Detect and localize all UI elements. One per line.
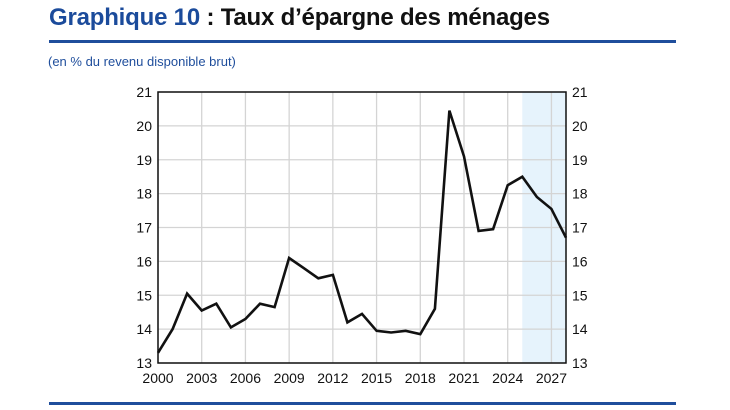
x-tick-label: 2003 [186, 370, 217, 386]
footer-divider [49, 402, 676, 405]
x-tick-label: 2009 [274, 370, 305, 386]
chart-title-text: : Taux d’épargne des ménages [199, 4, 550, 31]
x-tick-label: 2006 [230, 370, 261, 386]
x-axis-labels: 2000 2003 2006 2009 2012 2015 2018 2021 2024 2027 [142, 370, 567, 386]
y-tick-label: 16 [136, 253, 152, 269]
y-tick-label: 18 [136, 186, 152, 202]
y-axis-left-labels: 13 14 15 16 17 18 19 20 21 [136, 84, 152, 371]
y-tick-label: 14 [136, 321, 152, 337]
y-tick-label: 15 [572, 287, 588, 303]
y-tick-label: 13 [572, 355, 588, 371]
y-tick-label: 15 [136, 287, 152, 303]
header-divider [49, 40, 676, 43]
plot-frame [157, 91, 567, 364]
x-tick-label: 2027 [536, 370, 567, 386]
x-tick-label: 2024 [492, 370, 523, 386]
x-tick-label: 2021 [448, 370, 479, 386]
y-tick-label: 21 [572, 84, 588, 100]
y-tick-label: 21 [136, 84, 152, 100]
y-tick-label: 20 [572, 118, 588, 134]
y-tick-label: 17 [136, 220, 152, 236]
y-tick-label: 20 [136, 118, 152, 134]
gridlines [157, 91, 566, 364]
savings-rate-line [156, 110, 568, 354]
y-tick-label: 16 [572, 253, 588, 269]
x-tick-label: 2012 [317, 370, 348, 386]
x-tick-label: 2000 [142, 370, 173, 386]
y-tick-label: 13 [136, 355, 152, 371]
chart-subtitle: (en % du revenu disponible brut) [48, 54, 236, 69]
x-tick-label: 2015 [361, 370, 392, 386]
x-tick-label: 2018 [405, 370, 436, 386]
chart-title: Graphique 10 : Taux d’épargne des ménage… [49, 4, 550, 32]
y-tick-label: 14 [572, 321, 588, 337]
y-tick-label: 19 [572, 152, 588, 168]
y-tick-label: 17 [572, 220, 588, 236]
y-axis-right-labels: 13 14 15 16 17 18 19 20 21 [572, 84, 588, 371]
chart-number: Graphique 10 [49, 4, 200, 31]
y-tick-label: 18 [572, 186, 588, 202]
y-tick-label: 19 [136, 152, 152, 168]
